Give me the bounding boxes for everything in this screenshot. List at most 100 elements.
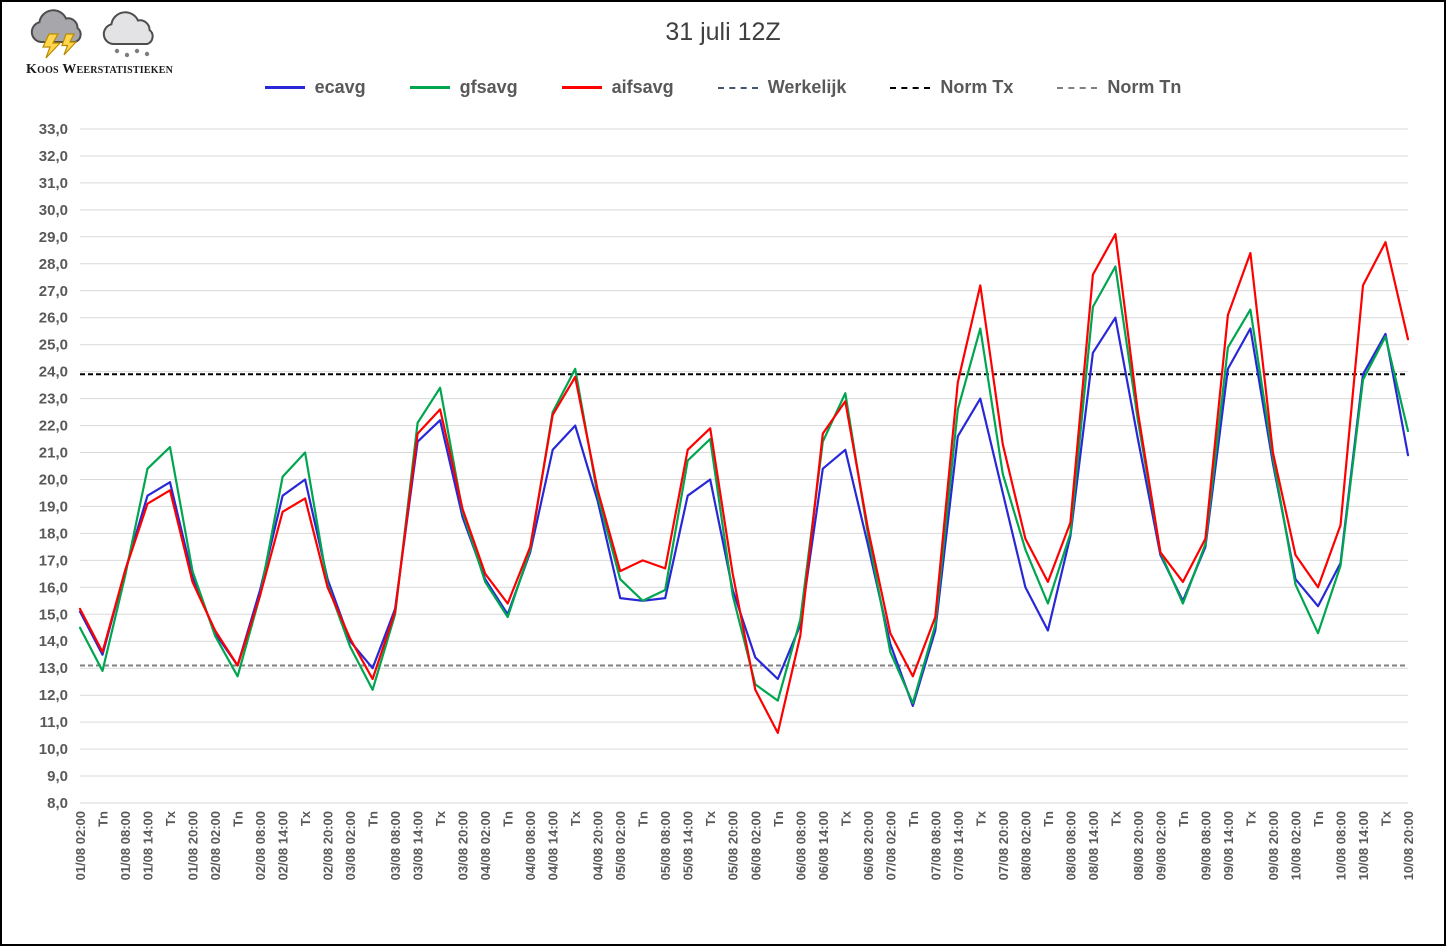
y-axis-label: 11,0: [40, 714, 68, 731]
series-gfsavg: [78, 265, 1410, 705]
x-axis-label: 06/08 08:00: [793, 811, 808, 880]
x-axis-label: 08/08 08:00: [1063, 811, 1078, 880]
x-axis-label: Tx: [163, 810, 178, 826]
x-axis-label: 01/08 20:00: [186, 811, 201, 880]
x-axis-label: 05/08 02:00: [613, 811, 628, 880]
legend-item-norm-tn: Norm Tn: [1057, 77, 1181, 98]
y-axis-label: 17,0: [39, 552, 68, 569]
y-axis-label: 15,0: [39, 606, 68, 623]
legend-label-norm-tn: Norm Tn: [1107, 77, 1182, 97]
x-axis-label: 06/08 20:00: [861, 811, 876, 880]
series-aifsavg: [78, 233, 1410, 735]
legend-sample-aifsavg: [561, 86, 602, 89]
x-axis-label: 03/08 02:00: [343, 811, 358, 880]
x-axis-label: 10/08 08:00: [1333, 811, 1348, 880]
legend-label-aifsavg: aifsavg: [611, 77, 674, 97]
x-axis-label: 06/08 14:00: [816, 811, 831, 880]
x-axis-label: 09/08 02:00: [1153, 811, 1168, 880]
x-axis-label: Tx: [433, 810, 448, 826]
x-axis-label: 04/08 20:00: [591, 811, 606, 880]
x-axis-label: Tx: [298, 810, 313, 826]
x-axis-label: 07/08 08:00: [928, 811, 943, 880]
legend-label-norm-tx: Norm Tx: [940, 77, 1014, 97]
x-axis-label: Tx: [973, 810, 988, 826]
x-axis-label: 08/08 02:00: [1018, 811, 1033, 880]
y-axis-label: 26,0: [39, 310, 68, 327]
x-axis-label: 02/08 08:00: [253, 811, 268, 880]
x-axis-label: 07/08 20:00: [996, 811, 1011, 880]
y-axis-label: 28,0: [39, 256, 68, 273]
legend-label-ecavg: ecavg: [314, 77, 366, 97]
x-axis-label: 02/08 02:00: [208, 811, 223, 880]
y-axis-label: 22,0: [39, 418, 68, 435]
y-axis-label: 31,0: [39, 175, 68, 192]
y-axis-label: 24,0: [39, 364, 68, 381]
x-axis-label: Tn: [771, 811, 786, 827]
x-axis-label: 01/08 14:00: [141, 811, 156, 880]
y-axis-label: 30,0: [39, 202, 68, 219]
chart-title: 31 juli 12Z: [665, 18, 781, 46]
y-axis-label: 9,0: [47, 768, 68, 785]
x-axis-label: 02/08 20:00: [321, 811, 336, 880]
x-axis-label: Tx: [838, 810, 853, 826]
x-axis-label: Tn: [1311, 811, 1326, 827]
x-axis-label: 09/08 20:00: [1266, 811, 1281, 880]
y-axis-label: 23,0: [39, 391, 68, 408]
legend-item-ecavg: ecavg: [264, 77, 366, 98]
x-axis-label: Tn: [636, 811, 651, 827]
legend-sample-norm-tn: [1057, 86, 1098, 89]
x-axis-label: 04/08 02:00: [478, 811, 493, 880]
x-axis-label: Tn: [501, 811, 516, 827]
x-axis-label: 01/08 02:00: [73, 811, 88, 880]
x-axis-label: 10/08 14:00: [1356, 811, 1371, 880]
x-axis-label: 07/08 14:00: [951, 811, 966, 880]
x-axis-label: 09/08 08:00: [1198, 811, 1213, 880]
legend-sample-norm-tx: [890, 86, 931, 89]
y-axis-label: 13,0: [39, 660, 68, 677]
legend: ecavg gfsavg aifsavg Werkelijk Norm Tx Norm T…: [2, 77, 1444, 98]
y-axis-label: 27,0: [39, 283, 68, 300]
logo-clouds: [26, 8, 196, 60]
rain-cloud-icon: [102, 11, 154, 58]
y-axis-label: 29,0: [39, 229, 68, 246]
x-axis-label: 08/08 20:00: [1131, 811, 1146, 880]
x-axis-label: 05/08 20:00: [726, 811, 741, 880]
y-axis-label: 18,0: [39, 525, 68, 542]
x-axis-label: Tn: [231, 811, 246, 827]
x-axis-label: 05/08 14:00: [681, 811, 696, 880]
legend-item-aifsavg: aifsavg: [561, 77, 674, 98]
x-axis-label: 10/08 02:00: [1288, 811, 1303, 880]
x-axis-label: 04/08 08:00: [523, 811, 538, 880]
x-axis-label: Tx: [1378, 810, 1393, 826]
x-axis-label: 03/08 14:00: [411, 811, 426, 880]
y-axis-label: 25,0: [39, 337, 68, 354]
x-axis-label: 06/08 02:00: [748, 811, 763, 880]
x-axis-label: 07/08 02:00: [883, 811, 898, 880]
x-axis-label: Tn: [366, 811, 381, 827]
x-axis-label: Tn: [96, 811, 111, 827]
x-axis-label: Tx: [703, 810, 718, 826]
x-axis-label: Tx: [568, 810, 583, 826]
y-axis-label: 32,0: [39, 148, 68, 165]
legend-item-norm-tx: Norm Tx: [890, 77, 1013, 98]
y-axis-label: 14,0: [39, 633, 68, 650]
legend-item-werkelijk: Werkelijk: [717, 77, 847, 98]
x-axis-label: 03/08 08:00: [388, 811, 403, 880]
x-axis-label: 02/08 14:00: [276, 811, 291, 880]
x-axis-label: 10/08 20:00: [1401, 811, 1416, 880]
x-axis-label: Tx: [1243, 810, 1258, 826]
logo: Koos Weerstatistieken: [26, 8, 196, 78]
legend-label-werkelijk: Werkelijk: [767, 77, 847, 97]
x-axis-label: 01/08 08:00: [118, 811, 133, 880]
y-axis-label: 8,0: [47, 795, 68, 812]
x-axis-label: 05/08 08:00: [658, 811, 673, 880]
legend-sample-ecavg: [264, 86, 305, 89]
storm-cloud-icon: [30, 9, 82, 59]
legend-sample-gfsavg: [409, 86, 450, 89]
y-axis-label: 20,0: [39, 471, 68, 488]
y-axis-label: 19,0: [39, 498, 68, 515]
y-axis-label: 33,0: [39, 121, 68, 138]
logo-text: Koos Weerstatistieken: [26, 62, 174, 77]
